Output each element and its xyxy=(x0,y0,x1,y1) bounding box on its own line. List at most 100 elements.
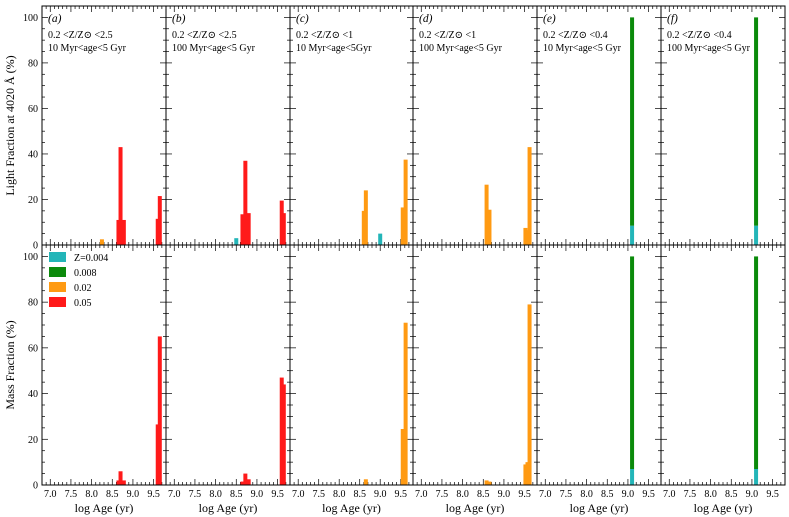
panel-metallicity-range: 0.2 <Z/Z⊙ <2.5 xyxy=(48,30,113,41)
bar-z0.05 xyxy=(279,377,284,485)
bar-stack-segment-z0.008 xyxy=(754,256,759,469)
panel-tag: (b) xyxy=(172,13,186,25)
panel-age-range: 10 Myr<age<5 Gyr xyxy=(543,43,622,54)
x-tick-label: 8.5 xyxy=(477,489,490,500)
legend-label: 0.02 xyxy=(74,283,92,294)
x-tick-label: 8.0 xyxy=(580,489,593,500)
panel-frame xyxy=(41,5,167,246)
x-tick-label: 8.5 xyxy=(725,489,738,500)
x-tick-label: 9.5 xyxy=(766,489,779,500)
x-tick-label: 7.0 xyxy=(44,489,57,500)
x-tick-label: 9.0 xyxy=(127,489,140,500)
panel-frame xyxy=(165,244,291,486)
bar-stack-segment-z0.008 xyxy=(754,17,759,226)
x-axis-label: log Age (yr) xyxy=(570,501,629,515)
panel-age-range: 10 Myr<age<5Gyr xyxy=(296,43,372,54)
legend-swatch xyxy=(49,267,66,277)
x-tick-label: 7.0 xyxy=(539,489,552,500)
legend-swatch xyxy=(49,297,66,307)
panel-mass-e: 7.0 7.5 8.0 8.5 9.0 9.5 log Age (yr) xyxy=(536,244,662,515)
bar-z0.05 xyxy=(116,480,121,485)
x-tick-label: 9.5 xyxy=(147,489,160,500)
panel-light-e: (e) 0.2 <Z/Z⊙ <0.4 10 Myr<age<5 Gyr xyxy=(536,5,662,246)
legend-label: 0.008 xyxy=(74,268,97,279)
x-axis-label: log Age (yr) xyxy=(446,501,505,515)
panel-frame xyxy=(412,244,538,486)
panel-metallicity-range: 0.2 <Z/Z⊙ <0.4 xyxy=(543,30,608,41)
bar-z0.02 xyxy=(99,239,104,245)
x-tick-label: 9.0 xyxy=(374,489,387,500)
x-tick-label: 7.0 xyxy=(415,489,428,500)
x-axis-label: log Age (yr) xyxy=(694,501,753,515)
bar-z0.02 xyxy=(487,209,492,245)
bar-z0.05 xyxy=(246,479,251,485)
x-tick-label: 8.0 xyxy=(209,489,222,500)
panel-tag: (d) xyxy=(419,13,433,25)
panel-metallicity-range: 0.2 <Z/Z⊙ <0.4 xyxy=(667,30,732,41)
y-axis-label-light: Light Fraction at 4020 Å (%) xyxy=(3,55,17,195)
bar-z0.05 xyxy=(116,219,121,245)
x-tick-label: 7.5 xyxy=(65,489,78,500)
bar-z0.004 xyxy=(234,238,239,245)
bar-z0.05 xyxy=(281,384,286,485)
legend-label: Z=0.004 xyxy=(74,253,108,264)
panel-frame xyxy=(165,5,291,246)
panel-grid: (a) 0.2 <Z/Z⊙ <2.5 10 Myr<age<5 Gyr 0 20 40 60… xyxy=(23,5,786,515)
bar-z0.05 xyxy=(121,219,126,245)
panel-tag: (a) xyxy=(48,13,62,25)
bar-z0.02 xyxy=(523,464,528,485)
bar-z0.02 xyxy=(525,462,530,485)
panel-light-a: (a) 0.2 <Z/Z⊙ <2.5 10 Myr<age<5 Gyr 0 20 40 60… xyxy=(23,5,167,252)
bar-z0.05 xyxy=(279,200,284,245)
bar-z0.02 xyxy=(487,481,492,485)
y-tick-label: 60 xyxy=(28,343,38,354)
y-tick-label: 0 xyxy=(33,481,38,492)
x-axis-label: log Age (yr) xyxy=(322,501,381,515)
bar-z0.05 xyxy=(121,480,126,485)
panel-tag: (c) xyxy=(296,13,309,25)
bar-z0.02 xyxy=(403,322,408,485)
bar-z0.02 xyxy=(361,210,366,245)
x-tick-label: 7.0 xyxy=(168,489,181,500)
bar-z0.05 xyxy=(246,213,251,245)
panel-frame xyxy=(41,244,167,486)
bar-z0.05 xyxy=(157,196,162,245)
bar-z0.004 xyxy=(378,233,383,245)
panel-tag: (f) xyxy=(667,13,678,25)
x-tick-label: 7.0 xyxy=(663,489,676,500)
bar-z0.02 xyxy=(527,304,532,485)
x-tick-label: 7.5 xyxy=(560,489,573,500)
bar-stack-segment-z0.008 xyxy=(630,256,635,469)
bar-z0.05 xyxy=(240,214,245,245)
panel-metallicity-range: 0.2 <Z/Z⊙ <1 xyxy=(296,30,353,41)
panel-light-f: (f) 0.2 <Z/Z⊙ <0.4 100 Myr<age<5 Gyr xyxy=(660,5,786,246)
bar-z0.05 xyxy=(155,424,160,485)
panel-age-range: 100 Myr<age<5 Gyr xyxy=(419,43,503,54)
bar-z0.02 xyxy=(400,207,405,245)
panel-age-range: 100 Myr<age<5 Gyr xyxy=(172,43,256,54)
x-tick-label: 8.0 xyxy=(704,489,717,500)
panel-frame xyxy=(660,244,786,486)
x-tick-label: 8.0 xyxy=(456,489,469,500)
bar-z0.05 xyxy=(157,336,162,485)
y-axis-label-mass: Mass Fraction (%) xyxy=(3,320,17,409)
x-tick-label: 9.5 xyxy=(394,489,407,500)
bar-z0.02 xyxy=(484,480,489,485)
y-tick-label: 80 xyxy=(28,58,38,69)
x-tick-label: 9.0 xyxy=(498,489,511,500)
y-tick-label: 0 xyxy=(33,241,38,252)
y-tick-label: 20 xyxy=(28,195,38,206)
bar-z0.05 xyxy=(243,160,248,245)
bar-z0.05 xyxy=(240,481,245,485)
x-tick-label: 9.0 xyxy=(622,489,635,500)
bar-z0.02 xyxy=(403,159,408,245)
bar-stack-segment-z0.004 xyxy=(630,225,635,245)
bar-z0.05 xyxy=(243,473,248,485)
panel-frame xyxy=(289,5,414,246)
bar-stack-segment-z0.004 xyxy=(754,225,759,245)
legend-swatch xyxy=(49,252,66,262)
x-tick-label: 8.5 xyxy=(106,489,119,500)
y-tick-label: 40 xyxy=(28,389,38,400)
y-tick-label: 100 xyxy=(23,252,38,263)
panel-mass-c: 7.0 7.5 8.0 8.5 9.0 9.5 log Age (yr) xyxy=(289,244,414,515)
